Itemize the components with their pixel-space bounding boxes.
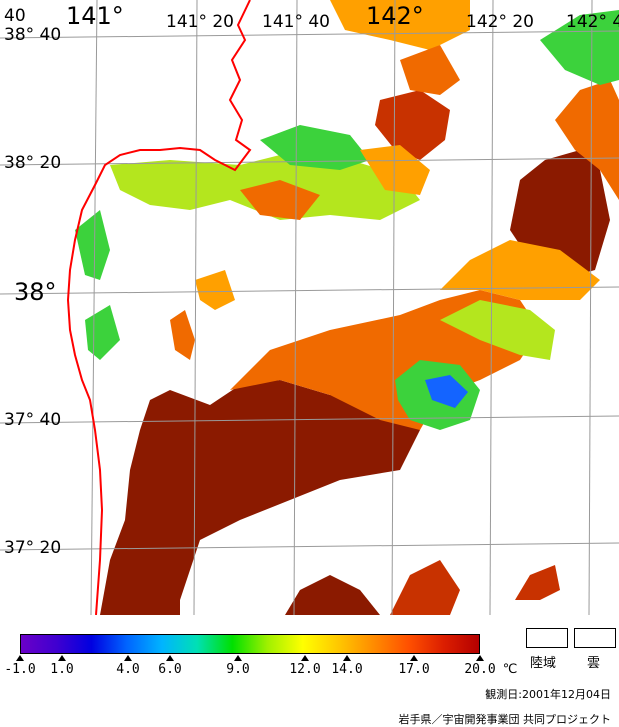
scale-tick-label: 20.0 bbox=[464, 662, 496, 677]
sst-patch-coastal-yellow bbox=[360, 145, 430, 195]
parallel-line bbox=[0, 415, 619, 424]
sst-patch-shore-green bbox=[75, 210, 110, 280]
scale-tick bbox=[234, 655, 242, 661]
lon-label-141: 141° bbox=[66, 2, 124, 30]
sst-patch-bottom-mid bbox=[390, 560, 460, 615]
meridian-line bbox=[193, 0, 198, 615]
lon-label-142-20: 142° 20 bbox=[466, 12, 534, 32]
scale-tick-label: 1.0 bbox=[50, 662, 74, 677]
coastline bbox=[66, 0, 252, 615]
lon-label-142-40: 142° 4 bbox=[566, 12, 619, 32]
sst-patch-coastal-orange bbox=[240, 180, 320, 220]
sst-patch-coastal-green2 bbox=[260, 125, 370, 170]
scale-tick bbox=[58, 655, 66, 661]
parallel-line bbox=[0, 542, 619, 551]
parallel-line bbox=[0, 30, 619, 39]
lat-label-37-40: 37° 40 bbox=[4, 410, 62, 430]
scale-tick-label: 14.0 bbox=[331, 662, 363, 677]
meridian-line bbox=[588, 0, 593, 615]
scale-tick-label: 9.0 bbox=[226, 662, 250, 677]
corner-label: 40 bbox=[4, 6, 26, 26]
credit-line: 岩手県／宇宙開発事業団 共同プロジェクト bbox=[398, 713, 612, 726]
lon-label-141-40: 141° 40 bbox=[262, 12, 330, 32]
sst-patch-ne-yellow bbox=[440, 240, 600, 300]
sst-map: 40 141° 141° 20 141° 40 142° 142° 20 142… bbox=[0, 0, 619, 615]
cloud-label: 雲 bbox=[587, 656, 601, 671]
scale-tick-label: 4.0 bbox=[116, 662, 140, 677]
sst-patch-ne-green bbox=[540, 10, 619, 85]
parallel-line bbox=[0, 286, 619, 295]
land-swatch bbox=[526, 628, 568, 648]
scale-tick bbox=[301, 655, 309, 661]
scale-tick bbox=[476, 655, 484, 661]
scale-tick bbox=[166, 655, 174, 661]
color-scale-bar bbox=[20, 634, 480, 654]
lat-label-38: 38° bbox=[14, 278, 57, 306]
sst-patch-ne-orange bbox=[555, 80, 619, 200]
sst-map-canvas bbox=[0, 0, 619, 615]
sst-patch-warm-bottom bbox=[285, 575, 380, 615]
meridian-line bbox=[90, 0, 98, 615]
sst-patch-eddy-blue bbox=[425, 375, 468, 408]
scale-tick-label: 12.0 bbox=[289, 662, 321, 677]
scale-tick-label: -1.0 bbox=[4, 662, 36, 677]
land-label: 陸域 bbox=[530, 656, 557, 671]
lat-label-38-40: 38° 40 bbox=[4, 25, 62, 45]
lat-label-38-20: 38° 20 bbox=[4, 153, 62, 173]
sst-patch-shore-yellow bbox=[195, 270, 235, 310]
scale-tick bbox=[16, 655, 24, 661]
meridian-line bbox=[489, 0, 494, 615]
meridian-line bbox=[293, 0, 298, 615]
sst-patch-shore-orange bbox=[170, 310, 195, 360]
lat-label-37-20: 37° 20 bbox=[4, 538, 62, 558]
scale-tick bbox=[124, 655, 132, 661]
graticule bbox=[0, 0, 619, 615]
sst-patch-bottom-right bbox=[515, 565, 560, 600]
scale-tick-label: 6.0 bbox=[158, 662, 182, 677]
observation-date: 観測日:2001年12月04日 bbox=[485, 688, 611, 701]
sst-patch-north-yellow bbox=[330, 0, 470, 50]
lon-label-141-20: 141° 20 bbox=[166, 12, 234, 32]
sst-patch-warm-south bbox=[100, 380, 420, 615]
lon-label-142: 142° bbox=[366, 2, 424, 30]
scale-tick bbox=[410, 655, 418, 661]
cloud-swatch bbox=[574, 628, 616, 648]
sst-patch-north-orange bbox=[400, 45, 460, 95]
unit-label: ℃ bbox=[502, 662, 518, 677]
scale-tick bbox=[343, 655, 351, 661]
sst-patch-shore-green2 bbox=[85, 305, 120, 360]
sst-patch-mid-green bbox=[440, 300, 555, 360]
scale-tick-label: 17.0 bbox=[398, 662, 430, 677]
sst-patches bbox=[75, 0, 619, 615]
sst-patch-north-red bbox=[375, 90, 450, 160]
parallel-line bbox=[0, 157, 619, 166]
meridian-line bbox=[391, 0, 396, 615]
